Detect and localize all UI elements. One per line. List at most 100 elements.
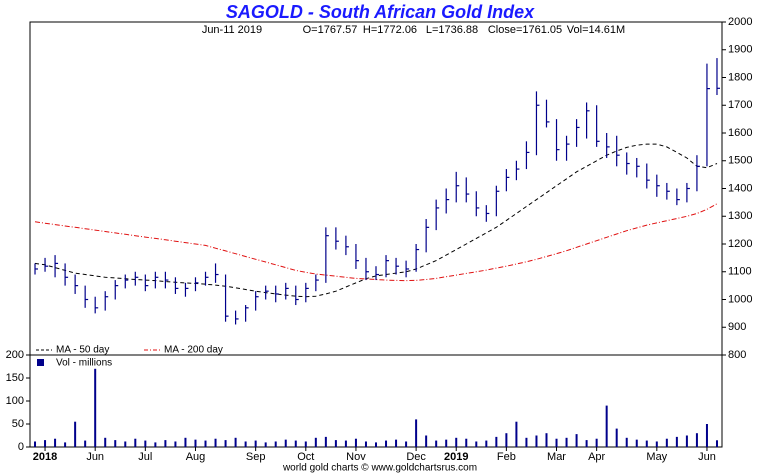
volume-bar — [625, 437, 628, 447]
volume-bar — [615, 428, 618, 447]
info-text: O=1767.57 — [303, 24, 358, 36]
volume-bar — [94, 368, 97, 447]
ma-line — [34, 203, 718, 282]
volume-bar — [445, 439, 448, 447]
x-tick-label: Mar — [547, 451, 566, 463]
volume-bar — [184, 437, 187, 447]
volume-bar — [705, 424, 708, 447]
volume-bar — [194, 439, 197, 447]
volume-bar — [64, 442, 67, 447]
plot-frame — [29, 21, 723, 448]
volume-bar — [114, 440, 117, 447]
volume-bar — [455, 437, 458, 447]
volume-bar — [375, 442, 377, 447]
chart-title: SAGOLD - South African Gold Index — [226, 2, 535, 22]
volume-bar — [555, 438, 558, 447]
y-tick-label: 1300 — [728, 210, 752, 222]
volume-bar — [525, 437, 528, 447]
volume-bar — [234, 437, 237, 447]
ma-line — [34, 143, 718, 298]
volume-bar — [254, 440, 257, 447]
volume-bar — [635, 439, 638, 447]
legend-label: MA - 50 day — [56, 345, 109, 356]
volume-bar — [174, 441, 177, 447]
y-tick-label: 1200 — [728, 238, 752, 250]
volume-bar — [605, 405, 608, 447]
volume-bar — [224, 440, 227, 447]
volume-bar — [665, 438, 668, 447]
y-tick-label: 800 — [728, 349, 746, 361]
y-tick-label: 1900 — [728, 44, 752, 56]
volume-bar — [104, 437, 107, 447]
volume-bar — [565, 437, 568, 447]
x-tick-label: Apr — [588, 451, 605, 463]
x-tick-label: Nov — [346, 451, 366, 463]
volume-bar — [364, 441, 367, 447]
x-tick-label: Dec — [406, 451, 426, 463]
volume-bar — [34, 441, 37, 447]
x-tick-label: Feb — [497, 451, 516, 463]
info-text: Vol=14.61M — [567, 24, 625, 36]
x-tick-label: Oct — [297, 451, 314, 463]
volume-bar — [645, 440, 648, 447]
y-tick-label: 200 — [6, 349, 24, 361]
y-tick-label: 1600 — [728, 127, 752, 139]
volume-bar — [575, 434, 578, 447]
volume-bar — [54, 438, 57, 447]
volume-bar — [515, 421, 518, 447]
volume-bar — [675, 436, 678, 447]
volume-bar — [485, 440, 488, 447]
volume-bar — [475, 441, 478, 447]
volume-bar — [465, 438, 468, 447]
volume-bar — [204, 440, 207, 447]
legend-label: Vol - millions — [56, 358, 112, 369]
x-tick-label: Jul — [138, 451, 152, 463]
y-tick-label: 1700 — [728, 99, 752, 111]
footer: world gold charts © www.goldchartsrus.co… — [282, 463, 477, 474]
volume-bar — [144, 440, 147, 447]
volume-bar — [324, 436, 327, 447]
volume-bar — [294, 440, 297, 447]
volume-bar — [535, 435, 538, 447]
volume-bar — [585, 440, 588, 447]
info-text: H=1772.06 — [363, 24, 417, 36]
legend-label: MA - 200 day — [164, 345, 223, 356]
volume-bar — [274, 441, 277, 447]
volume-bar — [415, 419, 418, 447]
volume-bar — [44, 440, 47, 447]
volume-bar — [715, 440, 718, 447]
legend-swatch — [37, 359, 44, 366]
volume-bar — [685, 435, 688, 447]
volume-bar — [284, 439, 287, 447]
y-tick-label: 900 — [728, 321, 746, 333]
x-tick-label: Sep — [246, 451, 266, 463]
volume-bar — [84, 440, 87, 447]
x-tick-label: Aug — [186, 451, 206, 463]
volume-bar — [425, 435, 428, 447]
info-text: L=1736.88 — [426, 24, 478, 36]
volume-bar — [134, 438, 137, 447]
info-text: Jun-11 2019 — [202, 24, 262, 36]
y-tick-label: 50 — [12, 418, 24, 430]
x-tick-label: 2019 — [444, 451, 468, 463]
volume-bar — [385, 440, 388, 447]
x-tick-label: May — [646, 451, 667, 463]
volume-bar — [395, 439, 398, 447]
volume-bar — [435, 440, 438, 447]
volume-bar — [655, 441, 658, 447]
y-tick-label: 1800 — [728, 71, 752, 83]
x-tick-label: Jun — [86, 451, 104, 463]
x-tick-label: Jun — [698, 451, 716, 463]
y-tick-label: 2000 — [728, 16, 752, 28]
volume-bar — [244, 441, 247, 447]
y-tick-label: 1100 — [728, 266, 752, 278]
x-tick-label: 2018 — [33, 451, 57, 463]
volume-bar — [154, 442, 157, 447]
volume-bar — [124, 441, 127, 447]
volume-bar — [354, 438, 357, 447]
volume-bar — [595, 438, 598, 447]
volume-bar — [74, 421, 77, 447]
volume-bar — [405, 441, 408, 447]
volume-bar — [304, 441, 307, 447]
